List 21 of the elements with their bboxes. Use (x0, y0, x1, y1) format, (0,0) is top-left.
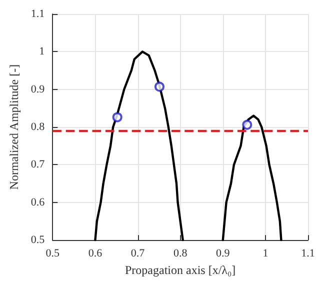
x-tick-label: 0.6 (88, 248, 103, 260)
y-axis-title: Normalized Amplitude [-] (7, 64, 21, 190)
x-tick-label: 0.8 (173, 248, 188, 260)
y-tick-label: 0.5 (30, 234, 46, 246)
x-tick-label: 1.1 (301, 248, 315, 260)
line-series (94, 50, 184, 242)
x-tick-label: 0.5 (46, 248, 60, 260)
x-tick-label: 0.9 (216, 248, 230, 260)
y-tick-label: 0.6 (30, 196, 46, 208)
y-tick-label: 0.9 (30, 83, 46, 96)
point (112, 112, 122, 122)
y-tick-label: 1 (39, 46, 45, 58)
x-tick-label: 0.7 (130, 248, 146, 260)
line-series (222, 114, 282, 242)
y-tick-label: 0.7 (30, 158, 46, 171)
point (154, 82, 164, 92)
y-tick-label: 0.8 (30, 121, 46, 134)
x-axis-title: Propagation axis [x/λ₀] (124, 263, 236, 277)
y-tick-label: 1.1 (30, 8, 45, 20)
x-tick-label: 1 (262, 248, 268, 260)
point (242, 120, 252, 130)
